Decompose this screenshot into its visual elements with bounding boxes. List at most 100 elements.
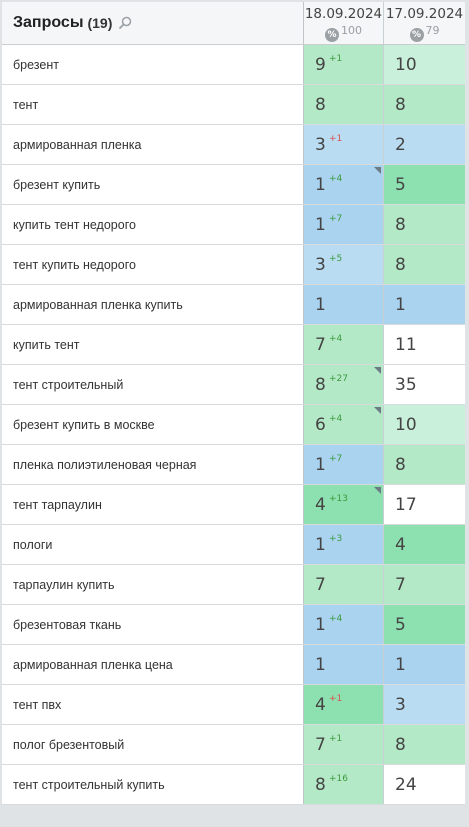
position-cell-current[interactable]: 4 +1: [304, 685, 384, 724]
position-value: 1: [315, 655, 326, 675]
position-change: +4: [329, 614, 343, 624]
date-column-header[interactable]: 17.09.2024 % 79: [384, 2, 465, 44]
position-change: +4: [329, 334, 343, 344]
position-change: +3: [329, 534, 343, 544]
table-row: тент 8 8: [2, 85, 465, 125]
table-row: полог брезентовый 7 +1 8: [2, 725, 465, 765]
position-cell-previous[interactable]: 3: [384, 685, 465, 724]
position-cell-current[interactable]: 1 +4: [304, 165, 384, 204]
percent-icon: %: [325, 28, 339, 42]
query-text[interactable]: армированная пленка купить: [2, 285, 304, 324]
note-marker-icon[interactable]: [374, 167, 381, 174]
position-value: 4: [315, 495, 326, 515]
position-value: 1: [315, 455, 326, 475]
position-cell-current[interactable]: 8 +16: [304, 765, 384, 804]
position-value: 2: [395, 135, 406, 155]
position-cell-previous[interactable]: 10: [384, 45, 465, 84]
position-cell-previous[interactable]: 35: [384, 365, 465, 404]
table-row: армированная пленка купить 1 1: [2, 285, 465, 325]
position-cell-current[interactable]: 1 +7: [304, 205, 384, 244]
position-cell-previous[interactable]: 10: [384, 405, 465, 444]
position-cell-previous[interactable]: 2: [384, 125, 465, 164]
search-icon[interactable]: [118, 16, 132, 30]
query-text[interactable]: брезент купить: [2, 165, 304, 204]
position-value: 7: [315, 735, 326, 755]
query-text[interactable]: пологи: [2, 525, 304, 564]
position-change: +1: [329, 734, 343, 744]
position-value: 1: [315, 295, 326, 315]
position-cell-current[interactable]: 7 +4: [304, 325, 384, 364]
position-value: 1: [395, 295, 406, 315]
position-change: +5: [329, 254, 343, 264]
position-cell-previous[interactable]: 4: [384, 525, 465, 564]
position-value: 11: [395, 335, 417, 355]
position-cell-current[interactable]: 9 +1: [304, 45, 384, 84]
position-cell-previous[interactable]: 8: [384, 85, 465, 124]
position-cell-current[interactable]: 7 +1: [304, 725, 384, 764]
query-text[interactable]: армированная пленка: [2, 125, 304, 164]
query-text[interactable]: купить тент: [2, 325, 304, 364]
query-text[interactable]: брезент: [2, 45, 304, 84]
position-change: +7: [329, 214, 343, 224]
query-text[interactable]: тент купить недорого: [2, 245, 304, 284]
table-body: брезент 9 +1 10 тент 8 8 армированная пленка 3 +1…: [2, 45, 465, 805]
position-cell-current[interactable]: 8: [304, 85, 384, 124]
query-text[interactable]: тент: [2, 85, 304, 124]
position-cell-current[interactable]: 3 +5: [304, 245, 384, 284]
query-text[interactable]: тарпаулин купить: [2, 565, 304, 604]
queries-header[interactable]: Запросы (19): [2, 2, 304, 44]
date-column-header[interactable]: 18.09.2024 % 100: [304, 2, 384, 44]
note-marker-icon[interactable]: [374, 487, 381, 494]
position-cell-current[interactable]: 1 +3: [304, 525, 384, 564]
query-text[interactable]: брезентовая ткань: [2, 605, 304, 644]
percent-value: 79: [425, 24, 440, 37]
position-cell-previous[interactable]: 1: [384, 645, 465, 684]
position-cell-previous[interactable]: 17: [384, 485, 465, 524]
note-marker-icon[interactable]: [374, 407, 381, 414]
position-value: 10: [395, 415, 417, 435]
table-row: тарпаулин купить 7 7: [2, 565, 465, 605]
query-text[interactable]: пленка полиэтиленовая черная: [2, 445, 304, 484]
position-value: 8: [315, 95, 326, 115]
query-text[interactable]: тент строительный: [2, 365, 304, 404]
position-value: 35: [395, 375, 417, 395]
position-cell-previous[interactable]: 8: [384, 725, 465, 764]
table-row: купить тент недорого 1 +7 8: [2, 205, 465, 245]
position-value: 4: [395, 535, 406, 555]
table-row: армированная пленка цена 1 1: [2, 645, 465, 685]
position-cell-previous[interactable]: 1: [384, 285, 465, 324]
note-marker-icon[interactable]: [374, 367, 381, 374]
position-cell-previous[interactable]: 8: [384, 245, 465, 284]
position-change: +4: [329, 174, 343, 184]
position-cell-current[interactable]: 1 +4: [304, 605, 384, 644]
query-text[interactable]: брезент купить в москве: [2, 405, 304, 444]
query-text[interactable]: купить тент недорого: [2, 205, 304, 244]
position-cell-current[interactable]: 3 +1: [304, 125, 384, 164]
position-cell-current[interactable]: 1: [304, 645, 384, 684]
query-text[interactable]: тент строительный купить: [2, 765, 304, 804]
position-cell-previous[interactable]: 5: [384, 605, 465, 644]
position-cell-current[interactable]: 7: [304, 565, 384, 604]
query-text[interactable]: армированная пленка цена: [2, 645, 304, 684]
position-cell-current[interactable]: 6 +4: [304, 405, 384, 444]
queries-count: (19): [87, 15, 113, 31]
query-text[interactable]: тент пвх: [2, 685, 304, 724]
position-cell-current[interactable]: 4 +13: [304, 485, 384, 524]
table-row: тент строительный купить 8 +16 24: [2, 765, 465, 805]
position-value: 1: [395, 655, 406, 675]
position-cell-current[interactable]: 1: [304, 285, 384, 324]
position-cell-current[interactable]: 8 +27: [304, 365, 384, 404]
table-row: пленка полиэтиленовая черная 1 +7 8: [2, 445, 465, 485]
position-cell-previous[interactable]: 5: [384, 165, 465, 204]
position-cell-current[interactable]: 1 +7: [304, 445, 384, 484]
position-value: 1: [315, 175, 326, 195]
query-text[interactable]: полог брезентовый: [2, 725, 304, 764]
position-value: 4: [315, 695, 326, 715]
position-cell-previous[interactable]: 7: [384, 565, 465, 604]
position-cell-previous[interactable]: 8: [384, 445, 465, 484]
position-cell-previous[interactable]: 11: [384, 325, 465, 364]
query-text[interactable]: тент тарпаулин: [2, 485, 304, 524]
position-cell-previous[interactable]: 24: [384, 765, 465, 804]
position-change: +1: [329, 134, 343, 144]
position-cell-previous[interactable]: 8: [384, 205, 465, 244]
